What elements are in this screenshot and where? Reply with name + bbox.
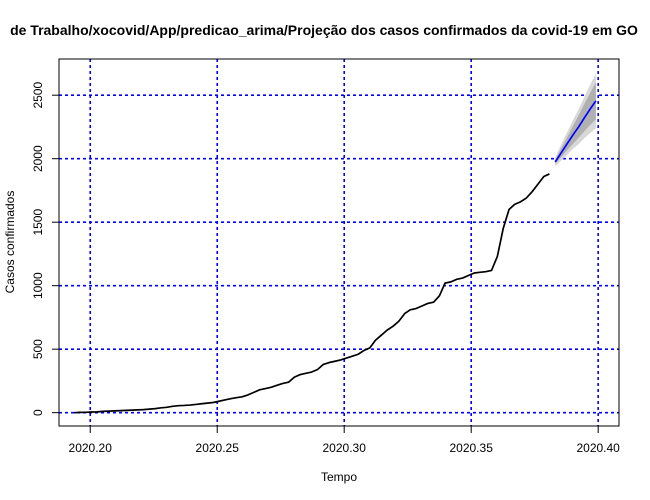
y-tick-label-5: 2500 — [31, 82, 45, 109]
forecast-band-80 — [555, 82, 596, 164]
plot-box — [58, 58, 620, 427]
y-axis-label: Casos confirmados — [3, 191, 17, 294]
x-tick-label-4: 2020.40 — [576, 441, 620, 455]
x-tick-label-3: 2020.35 — [449, 441, 493, 455]
x-tick-label-1: 2020.25 — [196, 441, 240, 455]
forecast-series-line — [554, 100, 597, 163]
y-tick-label-2: 1000 — [31, 272, 45, 299]
x-axis: 2020.20 2020.25 2020.30 2020.35 2020.40 — [69, 425, 620, 455]
y-axis: 0 500 1000 1500 2000 2500 — [31, 82, 60, 416]
x-tick-label-2: 2020.30 — [323, 441, 367, 455]
y-tick-label-1: 500 — [31, 339, 45, 359]
forecast-bands — [555, 73, 596, 167]
x-axis-label: Tempo — [321, 470, 357, 484]
y-tick-label-4: 2000 — [31, 145, 45, 172]
y-tick-label-3: 1500 — [31, 209, 45, 236]
y-tick-label-0: 0 — [31, 409, 45, 416]
grid — [59, 59, 619, 426]
chart-title: de Trabalho/xocovid/App/predicao_arima/P… — [10, 22, 638, 38]
observed-series-line — [73, 173, 550, 414]
series-lines — [73, 100, 597, 414]
x-tick-label-0: 2020.20 — [69, 441, 113, 455]
